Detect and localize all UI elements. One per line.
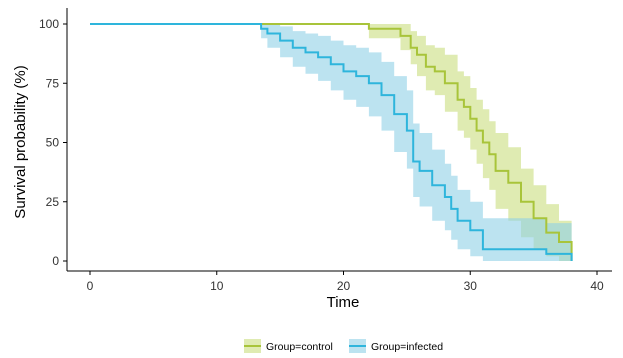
x-tick-label: 30	[464, 279, 478, 293]
y-tick-label: 100	[39, 17, 59, 31]
axes	[66, 8, 612, 272]
survival-curve-group-control	[90, 23, 573, 261]
y-ticks: 0 25 50 75 100	[39, 17, 67, 268]
x-axis-title: Time	[327, 294, 360, 311]
x-tick-label: 40	[590, 279, 604, 293]
y-axis-title: Survival probability (%)	[12, 65, 29, 218]
plot-area	[90, 23, 573, 261]
x-ticks: 0 10 20 30 40	[87, 271, 604, 293]
x-tick-label: 0	[87, 279, 94, 293]
x-tick-label: 10	[210, 279, 224, 293]
y-tick-label: 0	[52, 254, 59, 268]
legend: Group=control Group=infected	[244, 339, 443, 353]
legend-label-group-infected: Group=infected	[371, 341, 443, 353]
x-tick-label: 20	[337, 279, 351, 293]
survival-curve-group-infected	[90, 23, 573, 261]
legend-item-group-control: Group=control	[244, 339, 333, 353]
y-tick-label: 25	[46, 195, 60, 209]
y-tick-label: 50	[46, 136, 60, 150]
y-tick-label: 75	[46, 76, 60, 90]
legend-label-group-control: Group=control	[266, 341, 333, 353]
legend-item-group-infected: Group=infected	[349, 339, 443, 353]
